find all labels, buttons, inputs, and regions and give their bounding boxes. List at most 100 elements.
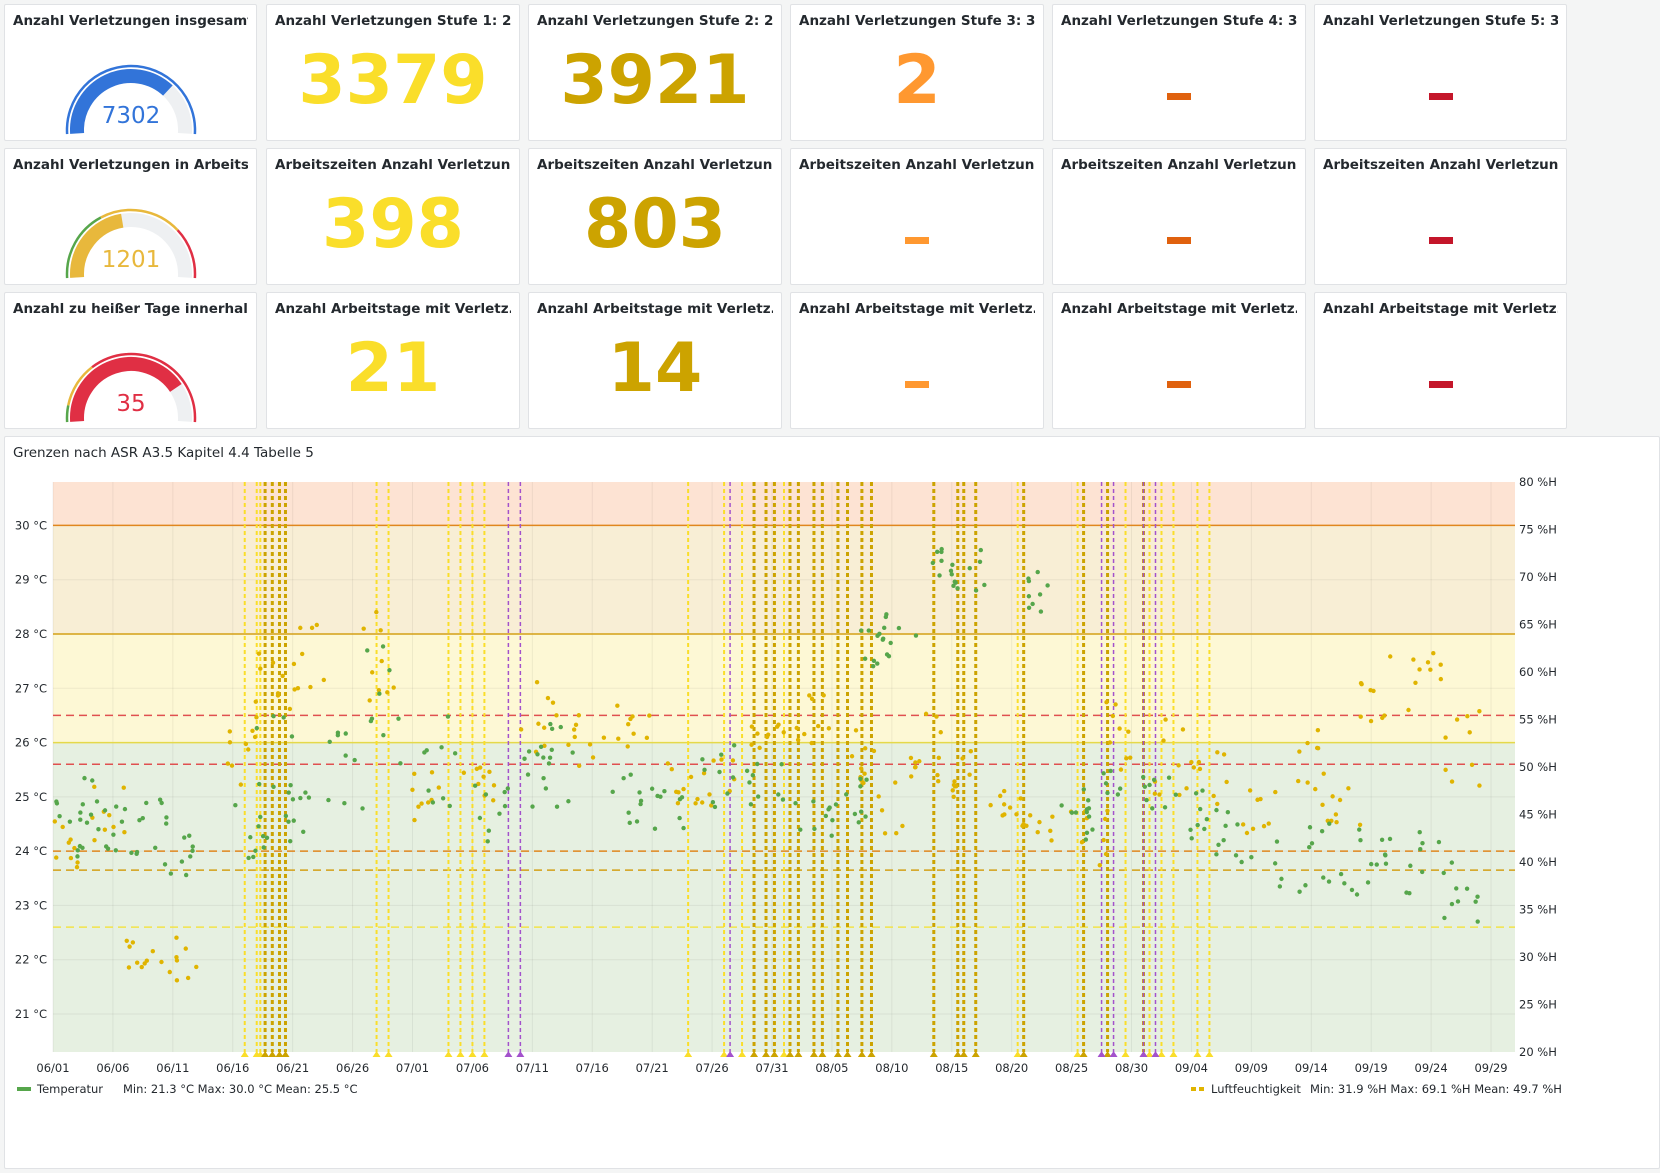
y-axis-right-tick: 40 %H: [1519, 855, 1557, 869]
temperature-point: [655, 793, 660, 799]
humidity-point: [1189, 759, 1194, 765]
no-value-dash: [905, 237, 929, 244]
stat-panel-2-2[interactable]: Arbeitszeiten Anzahl Verletzun... 398: [266, 148, 520, 285]
temperature-point: [1105, 790, 1110, 796]
humidity-point: [1346, 786, 1351, 791]
stat-panel-2-6[interactable]: Arbeitszeiten Anzahl Verletzun...: [1314, 148, 1567, 285]
humidity-point: [917, 759, 922, 764]
temperature-point: [1103, 781, 1109, 786]
humidity-point: [968, 749, 974, 754]
stat-panel-3-2[interactable]: Anzahl Arbeitstage mit Verletz... 21: [266, 292, 520, 429]
temperature-point: [858, 809, 864, 814]
humidity-point: [550, 700, 556, 705]
temperature-point: [779, 762, 784, 767]
humidity-point: [291, 661, 297, 667]
panel-title: Arbeitszeiten Anzahl Verletzun...: [275, 157, 511, 173]
temperature-point: [452, 751, 458, 756]
humidity-point: [1266, 821, 1271, 826]
y-axis-left-tick: 30 °C: [15, 518, 47, 532]
humidity-point: [1428, 667, 1433, 672]
humidity-point: [461, 770, 467, 775]
humidity-point: [416, 804, 421, 809]
temperature-point: [343, 731, 348, 736]
humidity-point: [1196, 759, 1202, 765]
x-axis-tick: 06/26: [336, 1061, 369, 1075]
stat-panel-1-5[interactable]: Anzahl Verletzungen Stufe 4: 3...: [1052, 4, 1306, 141]
humidity-point: [227, 729, 233, 734]
humidity-point: [1443, 735, 1448, 740]
timeseries-chart[interactable]: 30 °C 29 °C 28 °C 27 °C 26 °C 25 °C 24 °C 23 °C…: [5, 437, 1660, 1170]
temperature-point: [662, 788, 667, 794]
humidity-point: [795, 737, 801, 743]
stat-panel-3-5[interactable]: Anzahl Arbeitstage mit Verletz...: [1052, 292, 1306, 429]
temperature-point: [1073, 810, 1079, 815]
humidity-point: [1334, 819, 1339, 825]
y-axis-right-tick: 25 %H: [1519, 998, 1557, 1012]
humidity-point: [122, 830, 127, 835]
stat-panel-3-6[interactable]: Anzahl Arbeitstage mit Verletz...: [1314, 292, 1567, 429]
humidity-point: [1358, 680, 1364, 686]
y-axis-left-tick: 22 °C: [15, 953, 47, 967]
temperature-point: [955, 586, 960, 591]
temperature-point: [1166, 775, 1172, 780]
temperature-point: [288, 838, 293, 844]
temperature-point: [811, 799, 816, 804]
humidity-point: [1250, 826, 1256, 831]
x-axis-tick: 09/09: [1235, 1061, 1268, 1075]
temperature-point: [1235, 822, 1240, 827]
stat-panel-2-3[interactable]: Arbeitszeiten Anzahl Verletzun... 803: [528, 148, 782, 285]
annotation-marker: [971, 1051, 980, 1057]
stat-panel-2-4[interactable]: Arbeitszeiten Anzahl Verletzun...: [790, 148, 1044, 285]
stat-panel-1-1[interactable]: Anzahl Verletzungen insgesamt 7302: [4, 4, 257, 141]
temperature-point: [1142, 784, 1148, 789]
humidity-point: [938, 730, 943, 735]
temperature-point: [497, 811, 502, 816]
temperature-point: [637, 790, 642, 795]
annotation-marker: [1097, 1051, 1106, 1057]
stat-panel-2-5[interactable]: Arbeitszeiten Anzahl Verletzun...: [1052, 148, 1306, 285]
temperature-point: [78, 817, 83, 822]
temperature-point: [1326, 879, 1332, 884]
stat-panel-1-2[interactable]: Anzahl Verletzungen Stufe 1: 2... 3379: [266, 4, 520, 141]
humidity-point: [647, 713, 652, 718]
temperature-point: [702, 767, 707, 773]
stat-panel-3-1[interactable]: Anzahl zu heißer Tage innerhal... 35: [4, 292, 257, 429]
humidity-point: [167, 969, 172, 975]
temperature-point: [913, 633, 919, 638]
humidity-point: [75, 860, 80, 865]
annotation-marker: [1013, 1051, 1022, 1057]
temperature-point: [1204, 817, 1210, 822]
humidity-point: [1333, 812, 1339, 817]
temperature-point: [530, 804, 535, 809]
temperature-point: [288, 782, 293, 788]
panel-title: Anzahl zu heißer Tage innerhal...: [13, 301, 248, 317]
humidity-point: [1224, 779, 1229, 785]
stat-panel-2-1[interactable]: Anzahl Verletzungen in Arbeits... 1201: [4, 148, 257, 285]
annotation-marker: [1121, 1051, 1130, 1057]
temperature-point: [233, 802, 238, 808]
humidity-point: [174, 935, 179, 940]
stat-panel-1-6[interactable]: Anzahl Verletzungen Stufe 5: 3...: [1314, 4, 1567, 141]
humidity-point: [1368, 718, 1374, 724]
temperature-point: [939, 558, 944, 564]
temperature-point: [570, 750, 575, 755]
humidity-point: [1037, 819, 1042, 825]
stat-panel-3-4[interactable]: Anzahl Arbeitstage mit Verletz...: [790, 292, 1044, 429]
humidity-point: [229, 763, 235, 768]
timeseries-panel[interactable]: Grenzen nach ASR A3.5 Kapitel 4.4 Tabell…: [4, 436, 1660, 1169]
temperature-point: [541, 775, 546, 781]
temperature-point: [342, 801, 347, 806]
humidity-point: [370, 670, 375, 675]
stat-panel-1-3[interactable]: Anzahl Verletzungen Stufe 2: 2... 3921: [528, 4, 782, 141]
panel-title: Anzahl Arbeitstage mit Verletz...: [1061, 301, 1297, 317]
humidity-point: [243, 741, 249, 747]
humidity-point: [876, 794, 881, 799]
x-axis-tick: 07/11: [516, 1061, 549, 1075]
legend-temperature-swatch: [17, 1087, 31, 1091]
gauge-value: 7302: [102, 103, 161, 129]
temperature-point: [327, 739, 332, 745]
temperature-point: [80, 802, 85, 807]
stat-panel-3-3[interactable]: Anzahl Arbeitstage mit Verletz... 14: [528, 292, 782, 429]
stat-panel-1-4[interactable]: Anzahl Verletzungen Stufe 3: 3... 2: [790, 4, 1044, 141]
temperature-point: [888, 640, 893, 646]
